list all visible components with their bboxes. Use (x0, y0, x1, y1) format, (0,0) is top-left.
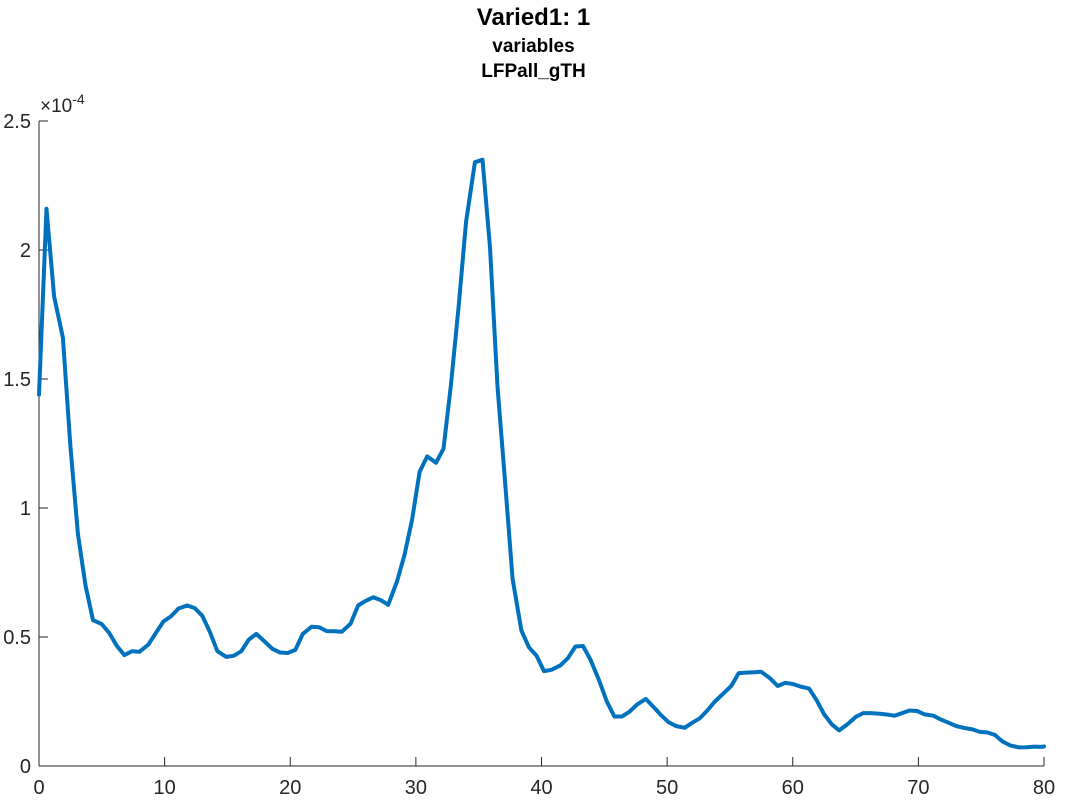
x-tick-label: 20 (279, 777, 301, 799)
plot-area (37, 157, 1046, 750)
y-tick-label: 0.5 (3, 627, 31, 649)
y-tick-label: 2.5 (3, 111, 31, 133)
series-line (37, 157, 1046, 750)
x-tick-label: 60 (782, 777, 804, 799)
y-tick-label: 2 (20, 240, 31, 262)
chart-title-main: Varied1: 1 (476, 4, 591, 31)
y-exponent-base: ×10 (40, 96, 72, 117)
y-tick-label: 1 (20, 498, 31, 520)
y-exponent-power: -4 (72, 91, 85, 107)
x-tick-label: 70 (907, 777, 929, 799)
x-tick-label: 40 (530, 777, 552, 799)
x-tick-label: 10 (154, 777, 176, 799)
x-tick-label: 30 (405, 777, 427, 799)
chart-subtitle-signal: LFPall_gTH (481, 61, 586, 82)
y-tick-label: 0 (20, 756, 31, 778)
y-tick-label: 1.5 (3, 369, 31, 391)
tick-labels: 0 10 20 30 40 50 60 70 80 0 0.5 1 1.5 2 2.5 (3, 111, 1055, 799)
x-tick-label: 0 (33, 777, 44, 799)
y-exponent-label: ×10-4 (40, 91, 85, 117)
x-tick-label: 80 (1033, 777, 1055, 799)
axes (38, 120, 1045, 767)
x-tick-label: 50 (656, 777, 678, 799)
chart-subtitle-variables: variables (492, 36, 575, 57)
